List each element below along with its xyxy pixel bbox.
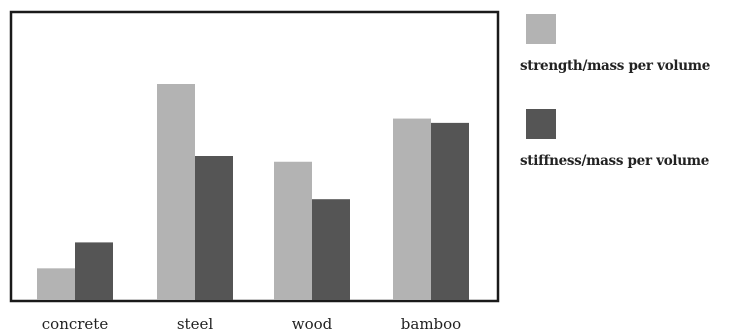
- bar-chart: concrete steel wood bamboo: [9, 10, 500, 333]
- legend-label-strength: strength/mass per volume: [520, 58, 711, 74]
- category-label-wood: wood: [292, 315, 333, 333]
- bar-steel-stiffness: [195, 156, 233, 300]
- bar-concrete-strength: [37, 268, 75, 300]
- category-label-steel: steel: [177, 315, 213, 333]
- bar-bamboo-stiffness: [431, 122, 469, 300]
- bar-wood-strength: [274, 161, 312, 300]
- bar-steel-strength: [157, 84, 195, 300]
- legend-label-stiffness: stiffness/mass per volume: [520, 153, 710, 169]
- legend-swatch-strength: [526, 14, 556, 44]
- plot-frame: [9, 10, 500, 303]
- category-label-concrete: concrete: [42, 315, 109, 333]
- bar-wood-stiffness: [312, 199, 350, 300]
- bar-bamboo-strength: [393, 118, 431, 300]
- legend: strength/mass per volume stiffness/mass …: [520, 14, 746, 204]
- category-labels: concrete steel wood bamboo: [42, 315, 461, 333]
- legend-swatch-stiffness: [526, 109, 556, 139]
- legend-item-strength: strength/mass per volume: [520, 14, 746, 109]
- legend-item-stiffness: stiffness/mass per volume: [520, 109, 746, 204]
- category-label-bamboo: bamboo: [401, 315, 461, 333]
- bars-group: [37, 84, 469, 300]
- bar-concrete-stiffness: [75, 242, 113, 300]
